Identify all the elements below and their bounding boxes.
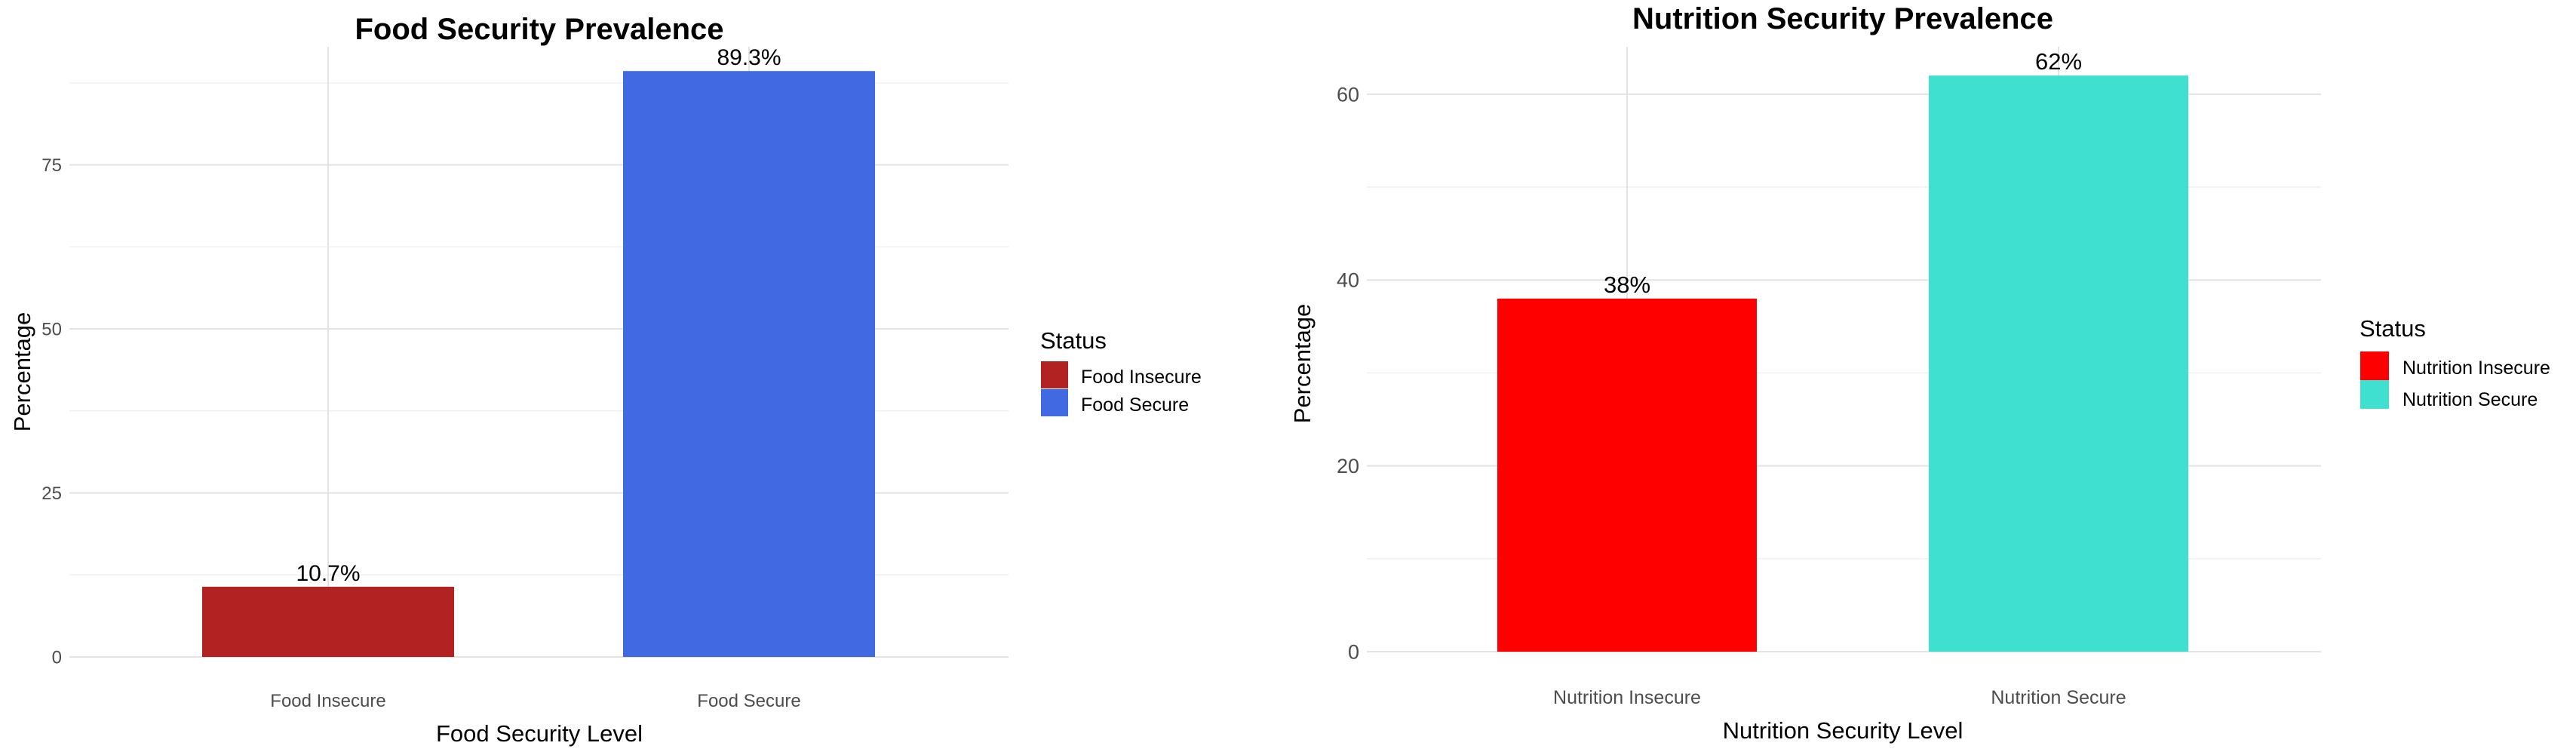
y-tick-label: 75	[41, 155, 62, 176]
y-tick-label: 25	[41, 483, 62, 504]
legend-entry-food-secure: Food Secure	[1081, 394, 1189, 416]
food-security-chart: Food Security Prevalence Food Security L…	[0, 0, 1222, 755]
bar-value-label: 10.7%	[296, 561, 360, 586]
y-tick-label: 50	[41, 319, 62, 339]
x-tick-label: Nutrition Secure	[1991, 687, 2126, 708]
x-axis-label: Nutrition Security Level	[1723, 717, 1963, 744]
legend-entry-nutrition-insecure: Nutrition Insecure	[2403, 358, 2550, 379]
bar-food-secure	[623, 71, 875, 657]
legend-swatch-food-secure	[1041, 389, 1068, 416]
bar-nutrition-insecure	[1497, 298, 1757, 652]
y-tick-label: 20	[1337, 455, 1359, 477]
legend-title: Status	[2360, 315, 2426, 342]
legend-entry-nutrition-secure: Nutrition Secure	[2403, 389, 2538, 410]
legend: Status Food Insecure Food Secure	[1040, 327, 1202, 416]
y-tick-label: 0	[52, 647, 62, 668]
y-axis-label: Percentage	[9, 312, 35, 432]
legend-entry-food-insecure: Food Insecure	[1081, 367, 1202, 388]
y-axis-label: Percentage	[1289, 304, 1316, 424]
y-tick-label: 40	[1337, 269, 1359, 292]
legend-title: Status	[1040, 327, 1107, 354]
legend-swatch-nutrition-secure	[2360, 380, 2389, 409]
y-tick-label: 0	[1348, 640, 1359, 663]
x-axis-label: Food Security Level	[436, 720, 643, 747]
x-tick-label: Food Secure	[697, 691, 800, 711]
food-security-chart-svg: Food Security Prevalence Food Security L…	[9, 13, 1202, 747]
bar-value-label: 62%	[2035, 48, 2082, 75]
nutrition-security-chart-svg: Nutrition Security Prevalence Nutrition …	[1289, 2, 2550, 744]
nutrition-security-chart: Nutrition Security Prevalence Nutrition …	[1282, 0, 2576, 755]
legend-swatch-nutrition-insecure	[2360, 351, 2389, 380]
bar-food-insecure	[202, 586, 454, 657]
y-tick-label: 60	[1337, 83, 1359, 106]
chart-title: Food Security Prevalence	[355, 13, 723, 46]
bar-nutrition-secure	[1929, 75, 2188, 652]
bar-value-label: 38%	[1604, 272, 1650, 298]
x-tick-label: Nutrition Insecure	[1553, 687, 1701, 708]
legend-swatch-food-insecure	[1041, 361, 1068, 388]
chart-title: Nutrition Security Prevalence	[1632, 2, 2053, 35]
x-tick-label: Food Insecure	[270, 691, 385, 711]
bar-value-label: 89.3%	[717, 45, 781, 70]
legend: Status Nutrition Insecure Nutrition Secu…	[2360, 315, 2550, 410]
